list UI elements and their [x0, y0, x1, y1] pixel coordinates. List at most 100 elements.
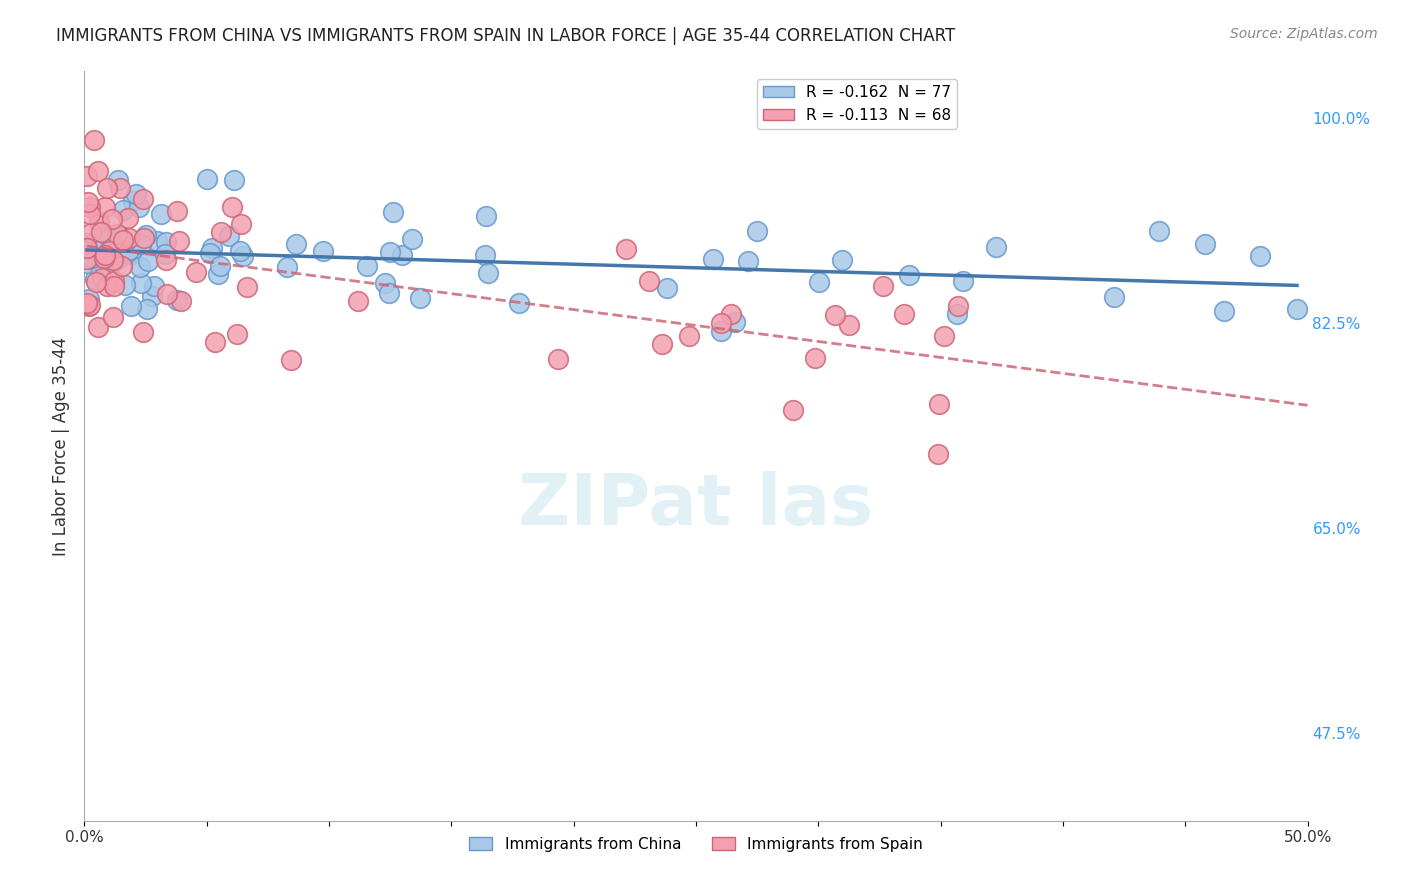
- Point: [1102, 290, 1125, 304]
- Point: [893, 307, 915, 321]
- Point: [111, 234, 134, 248]
- Point: [927, 447, 949, 461]
- Point: [1249, 249, 1271, 263]
- Point: [232, 248, 254, 262]
- Point: [86, 275, 108, 289]
- Point: [101, 252, 124, 267]
- Point: [898, 268, 921, 282]
- Point: [747, 224, 769, 238]
- Point: [135, 227, 157, 242]
- Point: [474, 209, 496, 223]
- Point: [155, 252, 177, 267]
- Point: [103, 274, 125, 288]
- Point: [508, 296, 530, 310]
- Point: [391, 247, 413, 261]
- Point: [1213, 304, 1236, 318]
- Point: [218, 229, 240, 244]
- Point: [651, 337, 673, 351]
- Point: [103, 278, 125, 293]
- Point: [720, 308, 742, 322]
- Point: [143, 278, 166, 293]
- Point: [952, 274, 974, 288]
- Point: [90, 270, 112, 285]
- Point: [120, 247, 142, 261]
- Point: [155, 247, 177, 261]
- Point: [226, 326, 249, 341]
- Point: [93, 251, 115, 265]
- Point: [87, 320, 110, 334]
- Point: [614, 242, 637, 256]
- Point: [111, 203, 134, 218]
- Point: [96, 227, 118, 242]
- Point: [838, 318, 860, 332]
- Point: [356, 260, 378, 274]
- Point: [84, 272, 107, 286]
- Point: [409, 291, 432, 305]
- Point: [118, 231, 141, 245]
- Point: [118, 243, 141, 257]
- Text: ZIPat las: ZIPat las: [519, 472, 873, 541]
- Point: [107, 227, 129, 241]
- Point: [86, 163, 108, 178]
- Point: [76, 169, 98, 183]
- Point: [125, 187, 148, 202]
- Point: [723, 315, 745, 329]
- Point: [128, 260, 150, 274]
- Point: [167, 234, 190, 248]
- Point: [96, 181, 118, 195]
- Point: [1285, 301, 1308, 316]
- Point: [76, 236, 98, 251]
- Point: [83, 132, 105, 146]
- Point: [236, 279, 259, 293]
- Point: [808, 275, 831, 289]
- Point: [374, 276, 396, 290]
- Point: [80, 252, 103, 266]
- Point: [89, 225, 111, 239]
- Point: [108, 252, 131, 266]
- Point: [77, 292, 100, 306]
- Y-axis label: In Labor Force | Age 35-44: In Labor Force | Age 35-44: [52, 336, 70, 556]
- Point: [803, 351, 825, 365]
- Point: [184, 265, 207, 279]
- Text: Source: ZipAtlas.com: Source: ZipAtlas.com: [1230, 27, 1378, 41]
- Point: [381, 205, 404, 219]
- Text: IMMIGRANTS FROM CHINA VS IMMIGRANTS FROM SPAIN IN LABOR FORCE | AGE 35-44 CORREL: IMMIGRANTS FROM CHINA VS IMMIGRANTS FROM…: [56, 27, 956, 45]
- Point: [224, 173, 246, 187]
- Point: [198, 245, 221, 260]
- Point: [209, 259, 232, 273]
- Point: [86, 235, 108, 250]
- Point: [110, 259, 132, 273]
- Point: [76, 241, 98, 255]
- Point: [82, 235, 104, 250]
- Point: [201, 241, 224, 255]
- Point: [79, 226, 101, 240]
- Point: [166, 203, 188, 218]
- Point: [79, 207, 101, 221]
- Point: [134, 231, 156, 245]
- Point: [401, 232, 423, 246]
- Point: [347, 294, 370, 309]
- Point: [934, 329, 956, 343]
- Point: [90, 264, 112, 278]
- Point: [132, 192, 155, 206]
- Point: [1194, 237, 1216, 252]
- Point: [204, 334, 226, 349]
- Point: [831, 253, 853, 268]
- Point: [782, 403, 804, 417]
- Point: [945, 307, 967, 321]
- Point: [477, 266, 499, 280]
- Point: [156, 286, 179, 301]
- Point: [986, 240, 1008, 254]
- Legend: Immigrants from China, Immigrants from Spain: Immigrants from China, Immigrants from S…: [464, 830, 928, 858]
- Point: [710, 324, 733, 338]
- Point: [145, 234, 167, 248]
- Point: [474, 248, 496, 262]
- Point: [166, 293, 188, 307]
- Point: [129, 277, 152, 291]
- Point: [638, 274, 661, 288]
- Point: [155, 235, 177, 250]
- Point: [136, 301, 159, 316]
- Point: [122, 194, 145, 209]
- Point: [229, 217, 252, 231]
- Point: [170, 293, 193, 308]
